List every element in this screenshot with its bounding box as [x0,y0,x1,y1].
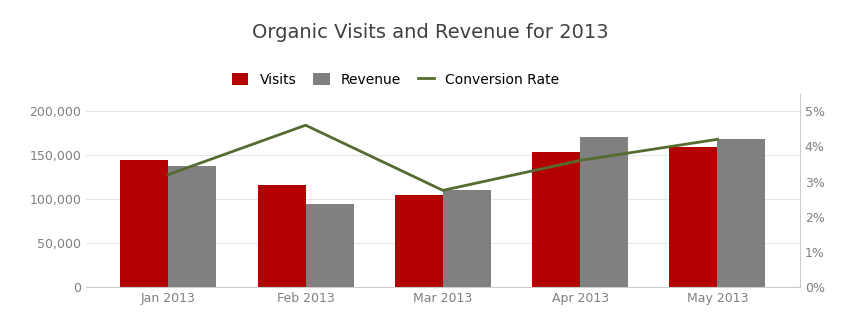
Text: Organic Visits and Revenue for 2013: Organic Visits and Revenue for 2013 [252,23,608,42]
Legend: Visits, Revenue, Conversion Rate: Visits, Revenue, Conversion Rate [226,67,565,92]
Bar [120,160,169,287]
Bar [580,137,628,287]
Bar [395,195,443,287]
Conversion Rate [438,188,448,192]
Conversion Rate [712,137,722,141]
Bar [532,152,581,287]
Conversion Rate [163,173,174,177]
Conversion Rate [575,158,586,162]
Bar [717,139,765,287]
Bar [169,166,217,287]
Bar [669,147,717,287]
Conversion Rate [300,123,310,127]
Bar [305,204,353,287]
Line: Conversion Rate: Conversion Rate [169,125,717,190]
Bar [443,190,491,287]
Bar [258,185,305,287]
